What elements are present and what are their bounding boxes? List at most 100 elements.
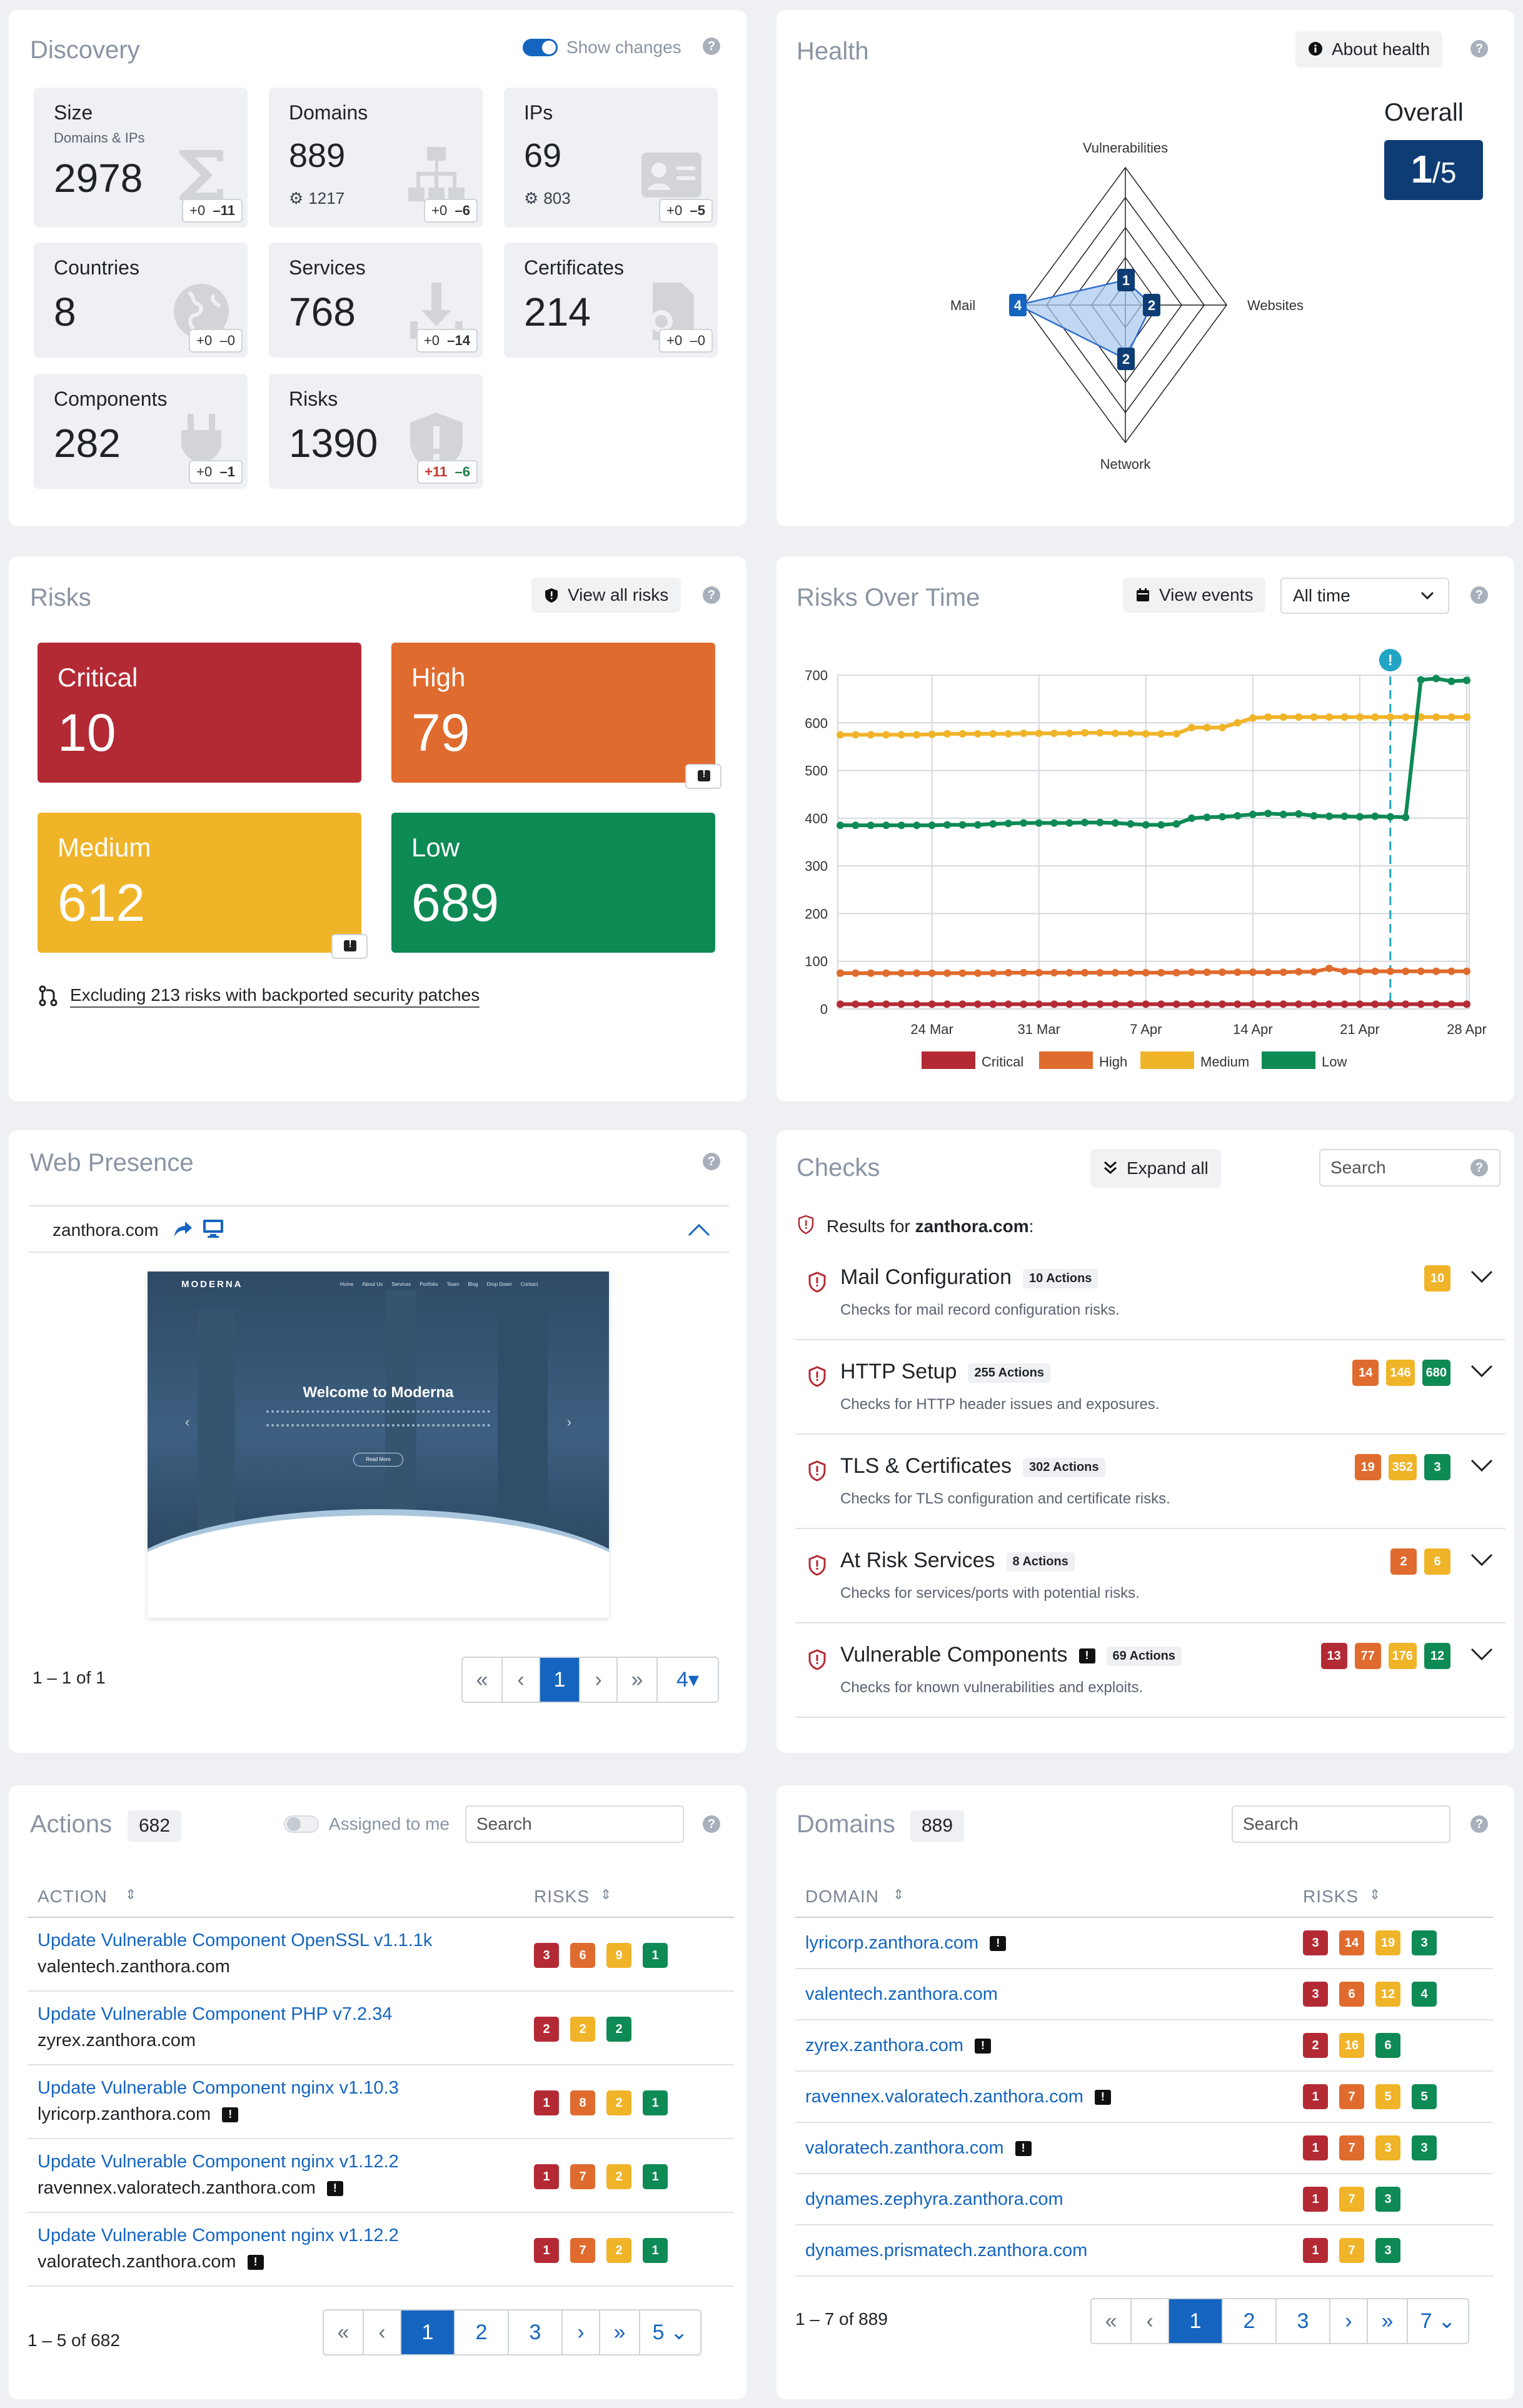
chevron-down-icon[interactable] (1469, 1644, 1494, 1663)
page-prev[interactable]: ‹ (503, 1658, 540, 1702)
col-risks[interactable]: RISKS (534, 1887, 590, 1906)
chevron-down-icon[interactable] (1469, 1550, 1494, 1568)
page-size-select[interactable]: 4▾ (676, 1668, 699, 1692)
action-link[interactable]: Update Vulnerable Component nginx v1.12.… (38, 2152, 399, 2172)
domain-link[interactable]: dynames.prismatech.zanthora.com (805, 2240, 1088, 2260)
risk-badge[interactable]: 19 (1354, 1454, 1381, 1480)
risk-badge[interactable]: 12 (1375, 1982, 1400, 2007)
page-1[interactable]: 1 (540, 1658, 580, 1702)
col-risks[interactable]: RISKS (1303, 1887, 1359, 1906)
risk-badge[interactable]: 2 (570, 2017, 595, 2042)
check-item[interactable]: HTTP Setup 255 Actions Checks for HTTP he… (795, 1341, 1505, 1435)
risk-badge[interactable]: 2 (534, 2017, 559, 2042)
check-item[interactable]: At Risk Services 8 Actions Checks for ser… (795, 1530, 1505, 1623)
website-preview[interactable]: MODERNA Home About Us Services Portfolio… (148, 1272, 609, 1618)
web-presence-help-icon[interactable]: ? (703, 1153, 720, 1170)
risk-badge[interactable]: 12 (1424, 1643, 1450, 1669)
table-row[interactable]: valentech.zanthora.com 3 6 12 4 (795, 1969, 1493, 2020)
tile-components[interactable]: Components 282 +0 –1 (34, 374, 248, 489)
sort-down-icon[interactable]: ⇕ (600, 1887, 612, 1902)
risk-card-critical[interactable]: Critical 10 (38, 643, 361, 783)
page-first[interactable]: « (1092, 2299, 1132, 2343)
check-item[interactable]: TLS & Certificates 302 Actions Checks for… (795, 1435, 1505, 1529)
domains-search-input[interactable] (1232, 1805, 1450, 1843)
table-row[interactable]: Update Vulnerable Component nginx v1.12.… (28, 2213, 734, 2287)
check-item[interactable]: Mail Configuration 10 Actions Checks for … (795, 1247, 1505, 1340)
page-next[interactable]: › (1330, 2299, 1368, 2343)
expand-all-button[interactable]: Expand all (1090, 1149, 1221, 1188)
risk-badge[interactable]: 14 (1352, 1360, 1379, 1386)
risk-badge[interactable]: 2 (1303, 2033, 1328, 2058)
risk-badge[interactable]: 1 (1303, 2187, 1328, 2212)
risk-badge[interactable]: 8 (570, 2090, 595, 2115)
risk-badge[interactable]: 1 (643, 2090, 668, 2115)
page-size-select[interactable]: 7 ⌄ (1420, 2309, 1456, 2333)
risk-badge[interactable]: 146 (1386, 1360, 1415, 1386)
page-1[interactable]: 1 (401, 2310, 455, 2354)
desktop-icon[interactable] (203, 1219, 224, 1238)
domains-help-icon[interactable]: ? (1470, 1815, 1488, 1833)
risk-badge[interactable]: 10 (1424, 1265, 1450, 1292)
risk-badge[interactable]: 3 (1303, 1930, 1328, 1955)
risk-badge[interactable]: 9 (606, 1943, 631, 1968)
risk-badge[interactable]: 3 (1375, 2238, 1400, 2263)
table-row[interactable]: zyrex.zanthora.com 2 16 6 (795, 2020, 1493, 2072)
view-all-risks-button[interactable]: View all risks (531, 578, 681, 613)
action-link[interactable]: Update Vulnerable Component OpenSSL v1.1… (38, 1930, 433, 1950)
risk-badge[interactable]: 1 (643, 1943, 668, 1968)
check-item[interactable]: Vulnerable Components 69 Actions Checks f… (795, 1624, 1505, 1718)
domains-pagination[interactable]: « ‹ 1 2 3 › » 7 ⌄ (1090, 2298, 1469, 2344)
about-health-button[interactable]: About health (1295, 31, 1443, 68)
web-presence-pagination[interactable]: « ‹ 1 › » 4▾ (461, 1657, 719, 1703)
risk-badge[interactable]: 2 (1390, 1548, 1417, 1575)
risk-badge[interactable]: 3 (1303, 1982, 1328, 2007)
domain-accordion[interactable]: zanthora.com (29, 1205, 729, 1253)
tile-risks[interactable]: Risks 1390 +11 –6 (269, 374, 483, 489)
tile-ips[interactable]: IPs 69 ⚙ 803 +0 –5 (504, 88, 718, 228)
tile-size[interactable]: Size Domains & IPs 2978 +0 –11 (34, 88, 248, 228)
risk-badge[interactable]: 4 (1412, 1982, 1437, 2007)
risks-help-icon[interactable]: ? (703, 586, 720, 604)
page-1[interactable]: 1 (1169, 2299, 1223, 2343)
action-link[interactable]: Update Vulnerable Component nginx v1.10.… (38, 2078, 399, 2098)
time-range-select[interactable]: All time (1280, 578, 1449, 614)
page-size-select[interactable]: 5 ⌄ (652, 2320, 688, 2344)
risk-card-high[interactable]: High 79 (391, 643, 721, 789)
risk-badge[interactable]: 6 (570, 1943, 595, 1968)
page-next[interactable]: › (580, 1658, 618, 1702)
page-prev[interactable]: ‹ (364, 2310, 401, 2354)
risk-badge[interactable]: 5 (1412, 2084, 1437, 2109)
risk-badge[interactable]: 2 (606, 2090, 631, 2115)
risk-badge[interactable]: 5 (1375, 2084, 1400, 2109)
table-row[interactable]: Update Vulnerable Component nginx v1.10.… (28, 2065, 734, 2139)
risk-badge[interactable]: 352 (1388, 1454, 1417, 1480)
col-action[interactable]: ACTION (38, 1887, 108, 1906)
col-domain[interactable]: DOMAIN (805, 1887, 879, 1906)
page-last[interactable]: » (618, 1658, 658, 1702)
actions-search-input[interactable] (465, 1805, 684, 1843)
tile-services[interactable]: Services 768 +0 –14 (269, 243, 483, 358)
tile-certificates[interactable]: Certificates 214 +0 –0 (504, 243, 718, 358)
page-3[interactable]: 3 (509, 2310, 563, 2354)
chevron-down-icon[interactable] (1469, 1455, 1494, 1474)
table-row[interactable]: Update Vulnerable Component PHP v7.2.34 … (28, 1992, 734, 2065)
risk-badge[interactable]: 7 (1339, 2238, 1364, 2263)
tile-countries[interactable]: Countries 8 +0 –0 (34, 243, 248, 358)
domain-link[interactable]: dynames.zephyra.zanthora.com (805, 2189, 1063, 2209)
risk-badge[interactable]: 6 (1424, 1548, 1450, 1575)
risk-badge[interactable]: 7 (1339, 2135, 1364, 2160)
risk-badge[interactable]: 6 (1339, 1982, 1364, 2007)
risk-badge[interactable]: 6 (1375, 2033, 1400, 2058)
page-first[interactable]: « (463, 1658, 503, 1702)
risk-badge[interactable]: 3 (534, 1943, 559, 1968)
risk-card-low[interactable]: Low 689 (391, 813, 715, 953)
risk-badge[interactable]: 3 (1375, 2187, 1400, 2212)
risk-badge[interactable]: 3 (1375, 2135, 1400, 2160)
risk-badge[interactable]: 2 (606, 2017, 631, 2042)
page-2[interactable]: 2 (455, 2310, 509, 2354)
show-changes-toggle[interactable] (523, 39, 558, 56)
chevron-down-icon[interactable] (1469, 1361, 1494, 1380)
